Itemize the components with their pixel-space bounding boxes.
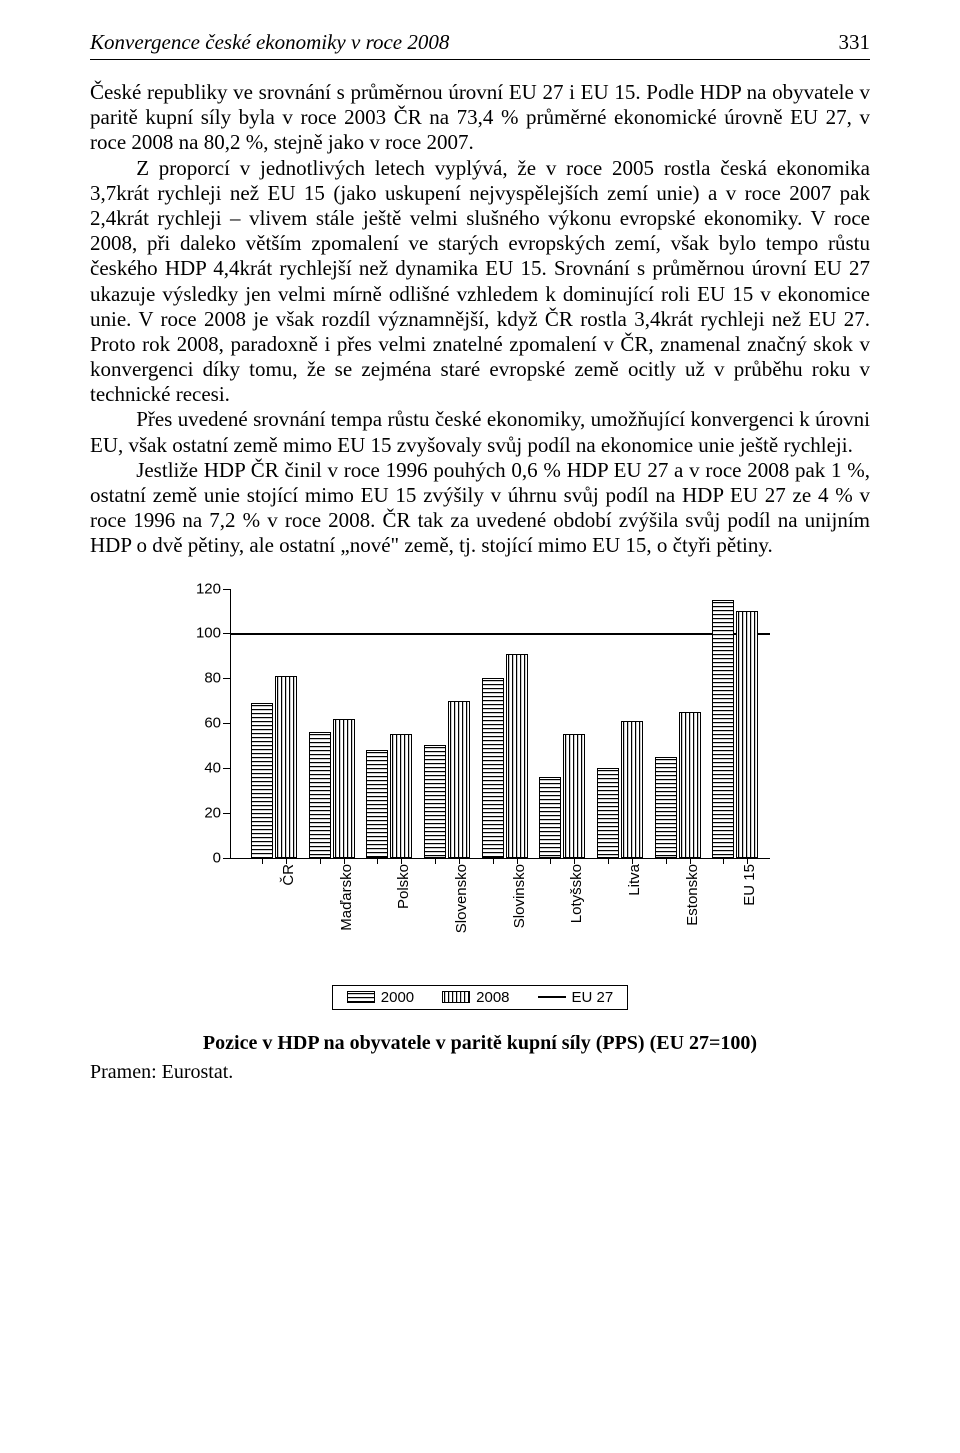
reference-line-eu27 bbox=[231, 633, 770, 635]
y-tick bbox=[223, 678, 231, 679]
y-axis-label: 100 bbox=[186, 625, 221, 642]
x-axis-label: Slovinsko bbox=[511, 858, 528, 928]
bar-2000-Estonsko bbox=[655, 757, 677, 858]
x-axis-label: Slovensko bbox=[453, 858, 470, 933]
chart-legend: 2000 2008 EU 27 bbox=[332, 985, 628, 1010]
bar-2000-Maďarsko bbox=[309, 732, 331, 858]
legend-label-2008: 2008 bbox=[476, 989, 509, 1006]
x-axis-label: Estonsko bbox=[684, 858, 701, 926]
bar-2008-Polsko bbox=[390, 734, 412, 857]
x-axis-label: Polsko bbox=[395, 858, 412, 909]
bar-2008-Estonsko bbox=[679, 712, 701, 858]
legend-item-2008: 2008 bbox=[442, 989, 509, 1006]
paragraph-3: Přes uvedené srovnání tempa růstu české … bbox=[90, 407, 870, 457]
bar-2008-Slovensko bbox=[448, 701, 470, 858]
bar-2008-Slovinsko bbox=[506, 654, 528, 858]
bar-2000-Polsko bbox=[366, 750, 388, 858]
x-axis-label: Maďarsko bbox=[338, 858, 355, 931]
bar-2000-EU 15 bbox=[712, 600, 734, 858]
legend-swatch-2000 bbox=[347, 991, 375, 1003]
y-tick bbox=[223, 813, 231, 814]
bar-2000-ČR bbox=[251, 703, 273, 858]
y-tick bbox=[223, 633, 231, 634]
legend-line-eu27 bbox=[538, 996, 566, 998]
y-axis-label: 40 bbox=[186, 759, 221, 776]
running-title: Konvergence české ekonomiky v roce 2008 bbox=[90, 30, 449, 55]
legend-item-eu27: EU 27 bbox=[538, 989, 614, 1006]
bar-2000-Lotyšsko bbox=[539, 777, 561, 858]
x-tick bbox=[608, 858, 609, 864]
chart-caption: Pozice v HDP na obyvatele v paritě kupní… bbox=[90, 1032, 870, 1055]
bar-2008-Maďarsko bbox=[333, 719, 355, 858]
y-axis-label: 120 bbox=[186, 580, 221, 597]
body-text: České republiky ve srovnání s průměrnou … bbox=[90, 80, 870, 559]
y-tick bbox=[223, 589, 231, 590]
x-tick bbox=[723, 858, 724, 864]
x-tick bbox=[377, 858, 378, 864]
page-number: 331 bbox=[839, 30, 871, 55]
y-tick bbox=[223, 858, 231, 859]
paragraph-2: Z proporcí v jednotlivých letech vyplývá… bbox=[90, 156, 870, 408]
x-axis-label: Lotyšsko bbox=[568, 858, 585, 923]
x-axis-label: EU 15 bbox=[741, 858, 758, 906]
legend-label-2000: 2000 bbox=[381, 989, 414, 1006]
bar-2000-Slovinsko bbox=[482, 678, 504, 857]
legend-item-2000: 2000 bbox=[347, 989, 414, 1006]
legend-swatch-2008 bbox=[442, 991, 470, 1003]
chart-source: Pramen: Eurostat. bbox=[90, 1061, 870, 1084]
bar-2008-ČR bbox=[275, 676, 297, 858]
x-axis-label: ČR bbox=[280, 858, 297, 886]
x-axis-label: Litva bbox=[626, 858, 643, 896]
y-axis-label: 60 bbox=[186, 715, 221, 732]
bar-chart: 020406080100120ČRMaďarskoPolskoSlovensko… bbox=[180, 589, 780, 969]
y-tick bbox=[223, 723, 231, 724]
y-axis-label: 80 bbox=[186, 670, 221, 687]
x-tick bbox=[550, 858, 551, 864]
y-axis-label: 20 bbox=[186, 804, 221, 821]
legend-label-eu27: EU 27 bbox=[572, 989, 614, 1006]
bar-2008-Litva bbox=[621, 721, 643, 858]
bar-2000-Slovensko bbox=[424, 745, 446, 857]
x-tick bbox=[493, 858, 494, 864]
paragraph-4: Jestliže HDP ČR činil v roce 1996 pouhýc… bbox=[90, 458, 870, 559]
y-tick bbox=[223, 768, 231, 769]
running-header: Konvergence české ekonomiky v roce 2008 … bbox=[90, 30, 870, 60]
bar-2000-Litva bbox=[597, 768, 619, 858]
paragraph-1: České republiky ve srovnání s průměrnou … bbox=[90, 80, 870, 156]
bar-2008-EU 15 bbox=[736, 611, 758, 858]
x-tick bbox=[435, 858, 436, 864]
x-tick bbox=[262, 858, 263, 864]
x-tick bbox=[320, 858, 321, 864]
bar-2008-Lotyšsko bbox=[563, 734, 585, 857]
x-tick bbox=[666, 858, 667, 864]
y-axis-label: 0 bbox=[186, 849, 221, 866]
chart-plot-area: 020406080100120ČRMaďarskoPolskoSlovensko… bbox=[230, 589, 770, 859]
